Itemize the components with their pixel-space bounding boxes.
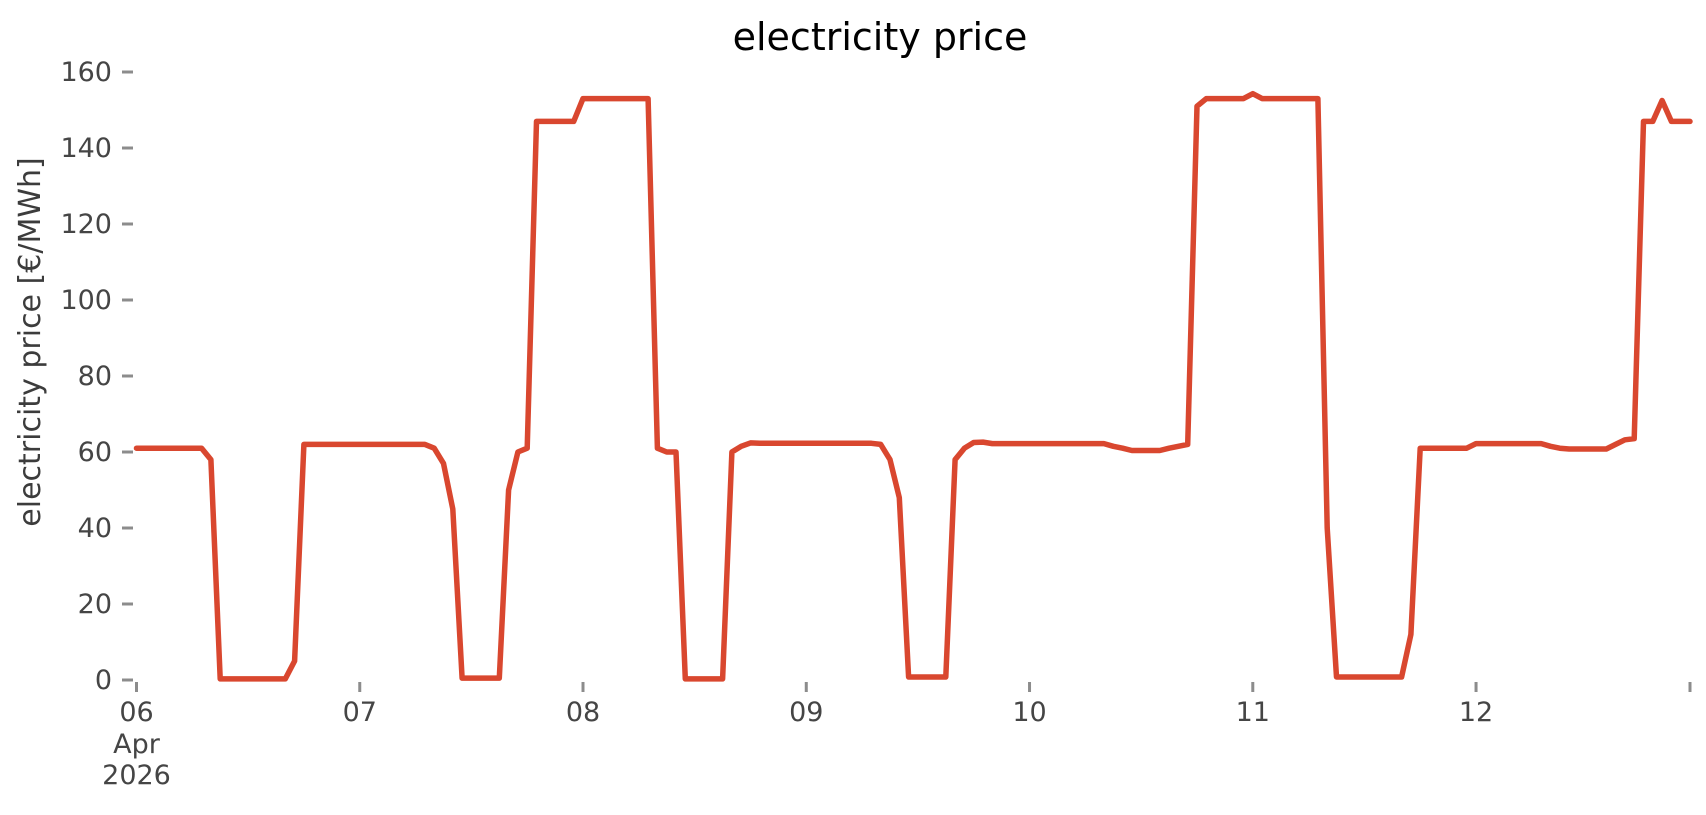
x-tick-label: 12 [1459, 697, 1493, 728]
x-tick-sublabel: Apr [113, 729, 161, 760]
y-tick-label: 80 [78, 361, 112, 392]
y-tick-label: 0 [95, 665, 112, 696]
x-tick-sublabel: 2026 [102, 760, 171, 791]
y-tick-label: 40 [78, 513, 112, 544]
y-tick-label: 60 [78, 437, 112, 468]
x-tick-label: 11 [1236, 697, 1270, 728]
y-tick-label: 140 [60, 133, 112, 164]
x-tick-label: 09 [789, 697, 823, 728]
y-axis-ticks: 0 20 40 60 80 100 120 140 160 [60, 57, 133, 696]
x-tick-label: 07 [343, 697, 377, 728]
y-tick-label: 20 [78, 589, 112, 620]
x-tick-label: 10 [1012, 697, 1046, 728]
y-axis-label: electricity price [€/MWh] [13, 157, 48, 526]
y-tick-label: 100 [60, 285, 112, 316]
price-line-series-group [133, 90, 1693, 682]
x-tick-label: 08 [566, 697, 600, 728]
y-tick-label: 120 [60, 209, 112, 240]
price-line-series [133, 90, 1693, 682]
y-tick-label: 160 [60, 57, 112, 88]
chart-title: electricity price [733, 15, 1028, 59]
x-tick-label: 06 [119, 697, 153, 728]
